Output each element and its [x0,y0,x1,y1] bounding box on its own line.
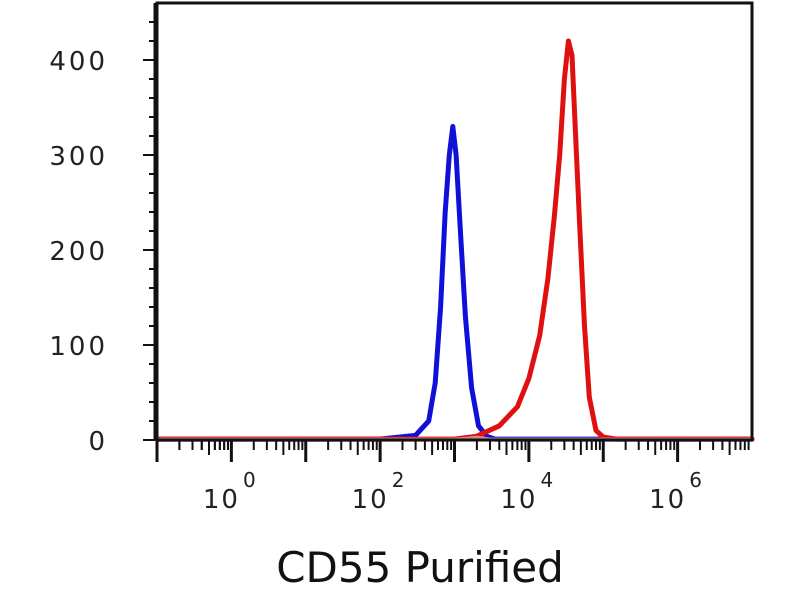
y-tick-label: 100 [49,332,108,362]
series-line-1 [154,124,755,442]
y-tick-label: 0 [88,427,108,457]
x-tick-exponent: 4 [541,468,554,492]
x-tick-exponent: 6 [689,468,702,492]
x-tick-label: 10 [500,485,537,515]
x-axis-label: CD55 Purified [276,543,564,592]
y-tick-label: 200 [49,237,108,267]
plot-background [157,3,752,440]
x-tick-label: 10 [203,485,240,515]
series-line-2 [154,38,755,442]
y-tick-label: 300 [49,142,108,172]
x-tick-exponent: 2 [392,468,405,492]
x-tick-label: 10 [649,485,686,515]
x-tick-exponent: 0 [243,468,256,492]
y-axis-tick-labels: 0 100 200 300 400 [49,47,108,457]
x-axis-ticks [155,440,750,462]
x-tick-label: 10 [352,485,389,515]
y-axis-ticks [143,21,155,441]
y-tick-label: 400 [49,47,108,77]
